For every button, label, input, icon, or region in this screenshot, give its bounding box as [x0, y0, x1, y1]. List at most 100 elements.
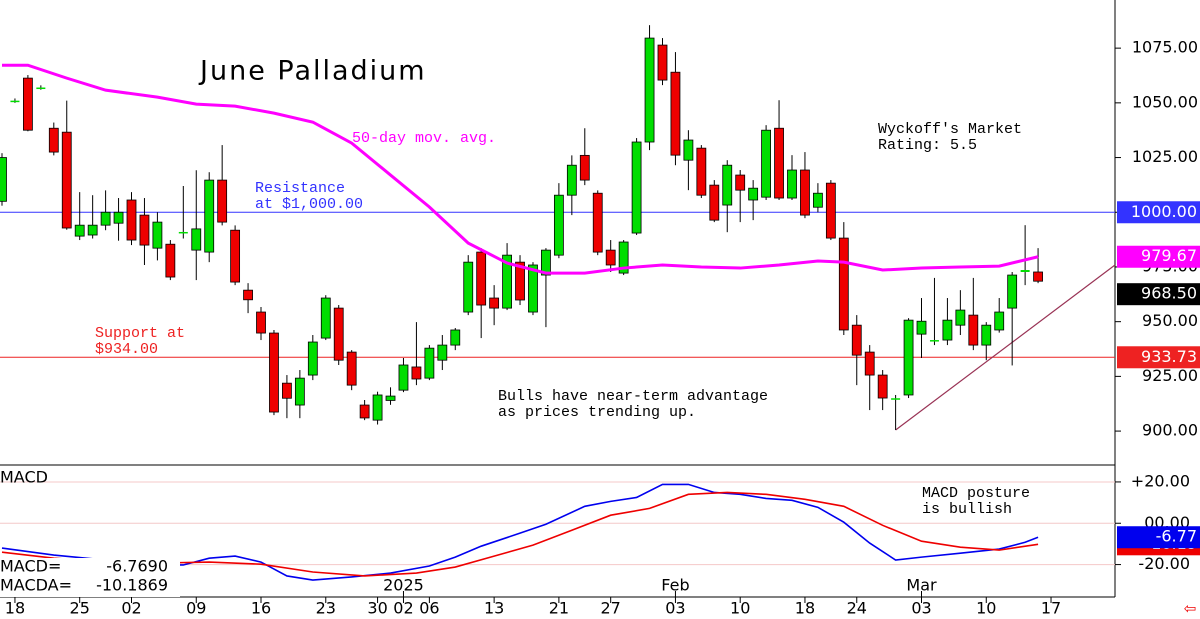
candle-body [916, 320, 927, 335]
candle-body [191, 228, 202, 251]
candle-body [61, 131, 72, 229]
annotation: Wyckoff's Market [878, 121, 1022, 138]
candle-body [424, 347, 435, 379]
y-tick-label: 1075.00 [1132, 38, 1198, 57]
x-tick-label: 21 [549, 599, 569, 618]
x-tick-label: 10 [730, 599, 750, 618]
candle-body [74, 224, 85, 237]
readout-value: -10.1869 [96, 576, 168, 595]
candle-body [864, 351, 875, 376]
candle-body [683, 139, 694, 161]
candle-body [579, 154, 590, 181]
candle-body [48, 127, 59, 153]
annotation: is bullish [922, 501, 1012, 518]
candle-body [294, 377, 305, 406]
resistance-box [1117, 201, 1200, 224]
annotation: $934.00 [95, 341, 158, 358]
readout-name: MACD= [0, 557, 61, 576]
candle-body [787, 169, 797, 199]
candle-body [230, 229, 241, 283]
candle-body [748, 187, 759, 201]
candle-body [566, 164, 577, 196]
trendline [895, 264, 1116, 431]
readout-name: MACDA= [0, 576, 72, 595]
candle-body [515, 261, 525, 301]
candle-body [217, 179, 228, 223]
candle-body [256, 311, 266, 334]
candle-body [851, 324, 862, 356]
candle-body [696, 147, 707, 196]
candle-body [877, 374, 888, 399]
candle-body [282, 382, 292, 399]
candle-body [502, 254, 512, 309]
candle-body [346, 351, 357, 386]
candle-body [10, 100, 20, 103]
candle-body [657, 44, 668, 81]
x-tick-label: 18 [5, 599, 25, 618]
annotation: MACD posture [922, 485, 1030, 502]
candle-body [800, 169, 810, 216]
candle-body [411, 366, 422, 380]
candle-body [165, 243, 176, 278]
macd-line [1, 483, 1039, 581]
annotation: Resistance [255, 180, 345, 197]
x-tick-label: 17 [1041, 599, 1061, 618]
candle-body [398, 364, 409, 391]
candle-body [592, 192, 603, 253]
x-tick-label: 02 [393, 599, 413, 618]
candle-body [605, 249, 616, 266]
x-tick-label: 06 [419, 599, 439, 618]
support-label: 933.73 [1141, 347, 1197, 366]
candle-body [774, 127, 784, 199]
candle-body [709, 184, 720, 221]
candle-body [320, 297, 331, 339]
x-tick-label: 25 [70, 599, 90, 618]
candle-body [994, 311, 1005, 331]
annotation: Bulls have near-term advantage [498, 388, 768, 405]
candle-body [903, 319, 914, 396]
x-tick-label: 24 [847, 599, 867, 618]
last-close-label: 968.50 [1141, 284, 1197, 303]
x-tick-label: 03 [665, 599, 685, 618]
candle-body [113, 211, 124, 224]
candle-body [463, 261, 474, 313]
chart-title: June Palladium [198, 56, 427, 87]
x-tick-label: 03 [911, 599, 931, 618]
month-label: 2025 [383, 576, 424, 595]
y-tick-label: 1050.00 [1132, 92, 1198, 111]
macd-y-tick-label: -20.00 [1138, 554, 1190, 573]
candle-body [152, 221, 163, 249]
candle-body [126, 199, 137, 241]
macd-title: MACD [0, 468, 48, 487]
candle-body [87, 224, 98, 236]
x-tick-label: 02 [121, 599, 141, 618]
candle-body [178, 231, 188, 234]
candle-body [243, 289, 253, 301]
month-label: Feb [661, 576, 689, 595]
candle-body [838, 237, 849, 331]
candle-body [981, 324, 992, 346]
candle-body [942, 319, 953, 341]
candle-body [359, 404, 370, 419]
candle-body [489, 297, 500, 309]
candle-body [476, 251, 487, 306]
y-tick-label: 1025.00 [1132, 147, 1198, 166]
candle-body [437, 344, 448, 361]
nav-arrow[interactable]: ⇦ [1184, 600, 1197, 618]
annotation: at $1,000.00 [255, 196, 363, 213]
support-box [1117, 346, 1200, 369]
annotation: Support at [95, 325, 185, 342]
x-tick-label: 27 [601, 599, 621, 618]
annotation: 50-day mov. avg. [352, 130, 496, 147]
candle-body [955, 309, 966, 326]
candle-body [307, 341, 318, 376]
moving-average-label: 979.67 [1141, 246, 1197, 265]
x-tick-label: 30 [367, 599, 387, 618]
candle-body [631, 141, 642, 234]
x-tick-label: 23 [316, 599, 336, 618]
candle-body [968, 314, 979, 346]
macd-y-tick-label: +20.00 [1131, 471, 1190, 490]
candle-body [761, 129, 772, 198]
